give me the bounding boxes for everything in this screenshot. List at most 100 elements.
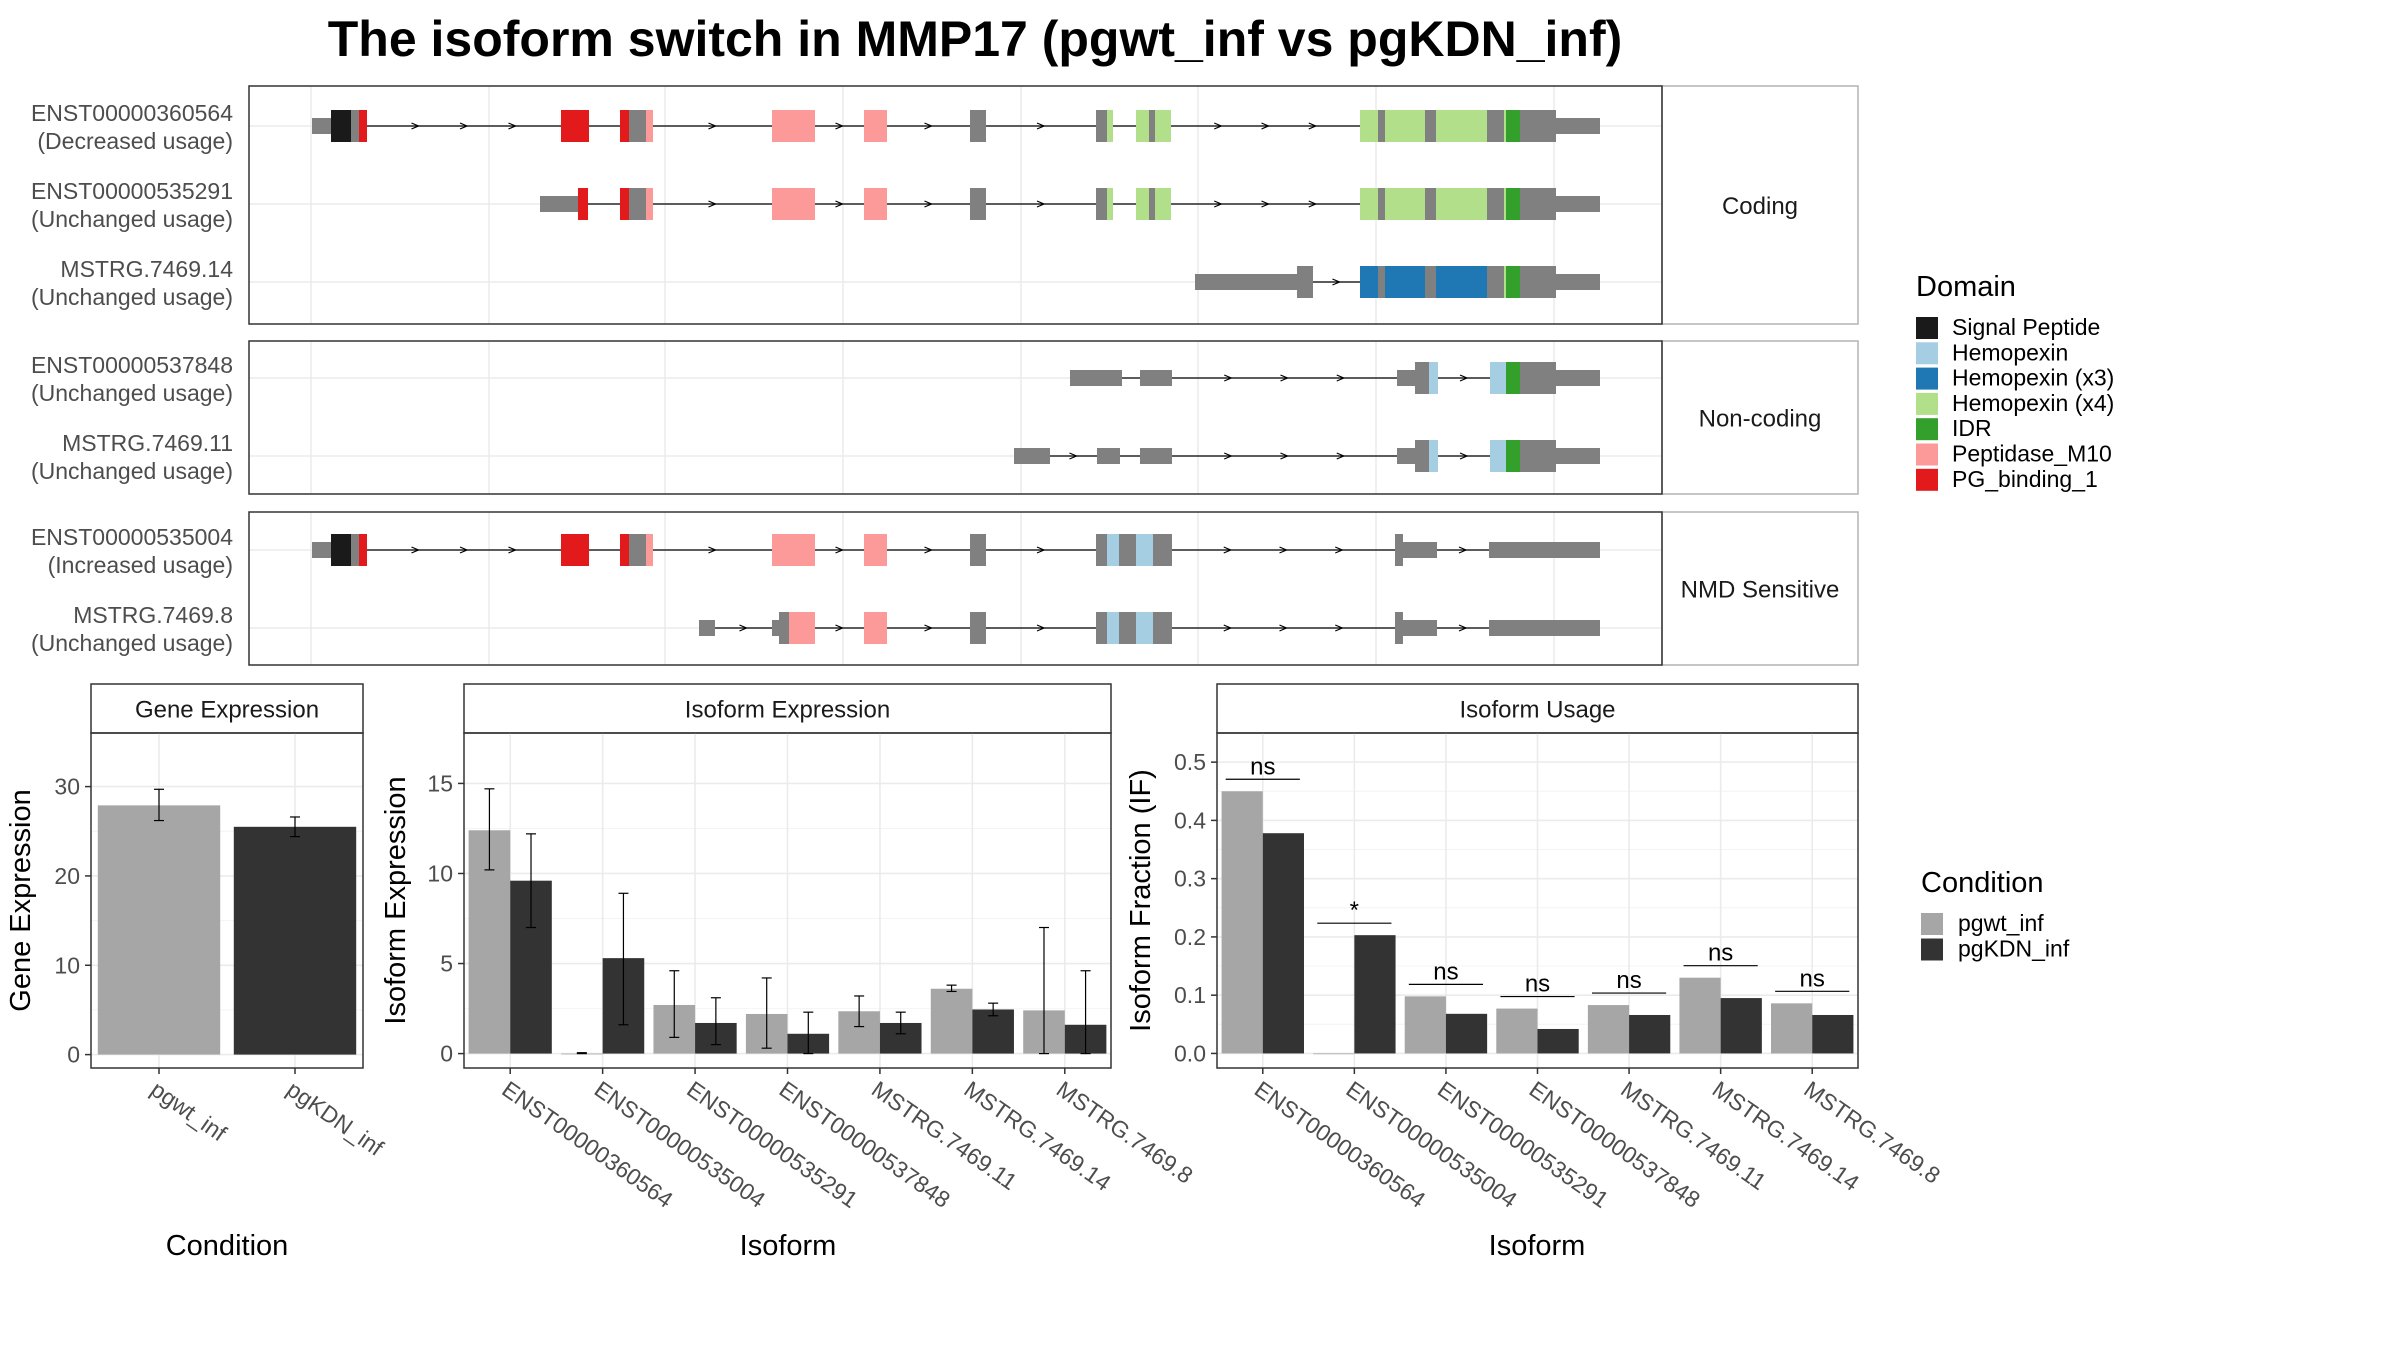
- bar: [972, 1009, 1014, 1054]
- y-tick-label: 10: [54, 952, 80, 978]
- y-tick-label: 0.0: [1174, 1040, 1206, 1066]
- intron-arrow: [1280, 374, 1290, 382]
- x-tick-label: ENST00000537848: [775, 1076, 955, 1213]
- exon-block: [1425, 188, 1436, 220]
- domain-legend-swatch: [1916, 443, 1938, 466]
- exon-block: [331, 110, 351, 142]
- intron-arrow: [459, 546, 469, 554]
- chart-title: Isoform Expression: [685, 697, 890, 724]
- exon-block: [1297, 266, 1313, 298]
- intron-arrow: [1459, 374, 1469, 382]
- domain-legend-label: Signal Peptide: [1952, 314, 2100, 340]
- transcript-id-label: MSTRG.7469.8: [73, 602, 233, 628]
- exon-block: [772, 534, 815, 566]
- exon-block: [1107, 612, 1119, 644]
- bar: [1812, 1014, 1854, 1054]
- exon-block: [629, 110, 646, 142]
- exon-block: [1155, 110, 1171, 142]
- y-axis-title: Isoform Fraction (IF): [1125, 769, 1157, 1032]
- exon-block: [1385, 266, 1425, 298]
- intron-arrow: [708, 546, 718, 554]
- exon-block: [970, 612, 986, 644]
- exon-block: [1149, 188, 1155, 220]
- intron-arrow: [411, 122, 421, 130]
- intron-arrow: [1036, 122, 1046, 130]
- y-axis-title: Gene Expression: [5, 789, 37, 1011]
- exon-block: [1395, 612, 1403, 644]
- exon-block: [1096, 612, 1107, 644]
- exon-block: [1140, 370, 1172, 386]
- exon-block: [1504, 266, 1506, 298]
- y-tick-label: 0: [67, 1042, 80, 1068]
- intron-arrow: [924, 624, 934, 632]
- y-tick-label: 0.2: [1174, 924, 1206, 950]
- exon-block: [1107, 534, 1119, 566]
- intron-arrow: [835, 122, 845, 130]
- exon-block: [646, 188, 653, 220]
- exon-block: [1436, 188, 1487, 220]
- exon-block: [1556, 370, 1600, 386]
- x-axis-title: Isoform: [740, 1230, 837, 1262]
- structure-panel-border: [248, 511, 1663, 666]
- exon-block: [1520, 188, 1556, 220]
- exon-block: [1489, 542, 1600, 558]
- exon-block: [1136, 188, 1149, 220]
- bar: [1720, 998, 1762, 1054]
- bar: [233, 826, 357, 1055]
- bar: [1404, 996, 1446, 1054]
- exon-block: [1556, 448, 1600, 464]
- transcript-model: [1195, 266, 1600, 298]
- bar: [1629, 1014, 1671, 1054]
- transcript-usage-label: (Unchanged usage): [31, 380, 233, 406]
- intron-arrow: [1458, 546, 1468, 554]
- exon-block: [1014, 448, 1050, 464]
- exon-block: [1520, 266, 1556, 298]
- y-tick-label: 30: [54, 774, 80, 800]
- exon-block: [312, 542, 331, 558]
- exon-block: [1385, 188, 1425, 220]
- structure-panel: NMD Sensitive: [249, 511, 1859, 666]
- chart-strip: [90, 683, 364, 734]
- exon-block: [312, 118, 331, 134]
- intron-arrow: [1335, 624, 1344, 632]
- transcript-model: [1014, 440, 1600, 472]
- exon-block: [1153, 612, 1172, 644]
- intron-arrow: [1279, 624, 1289, 632]
- figure-title: The isoform switch in MMP17 (pgwt_inf vs…: [328, 11, 1623, 67]
- intron-arrow: [835, 200, 845, 208]
- y-tick-label: 15: [427, 770, 453, 796]
- gene-expression-chart: Gene Expression 0 10 20 30 pgwt_inf pgKDN_inf C…: [5, 683, 389, 1262]
- y-tick-label: 20: [54, 863, 80, 889]
- transcript-usage-label: (Unchanged usage): [31, 630, 233, 656]
- exon-block: [864, 612, 887, 644]
- condition-legend-label: pgwt_inf: [1958, 910, 2044, 936]
- chart-title: Gene Expression: [135, 697, 319, 724]
- bar: [1537, 1028, 1579, 1054]
- y-axis-title: Isoform Expression: [380, 776, 412, 1024]
- exon-block: [1385, 110, 1425, 142]
- intron-arrow: [1036, 200, 1046, 208]
- bar: [1221, 791, 1263, 1054]
- domain-legend-label: Hemopexin (x3): [1952, 365, 2114, 391]
- intron-arrow: [1261, 200, 1271, 208]
- y-tick-label: 0: [440, 1041, 453, 1067]
- domain-legend-label: Hemopexin: [1952, 339, 2068, 365]
- intron-arrow: [1223, 546, 1233, 554]
- exon-block: [1490, 440, 1506, 472]
- y-tick-label: 0.4: [1174, 807, 1206, 833]
- exon-block: [1360, 188, 1378, 220]
- y-tick-label: 0.1: [1174, 982, 1206, 1008]
- domain-legend-swatch: [1916, 392, 1938, 415]
- transcript-structure-plot: Coding Non-coding NMD Sensitive ENST0000036…: [31, 85, 1859, 666]
- x-tick-label: ENST00000535291: [1433, 1076, 1613, 1213]
- exon-block: [1487, 110, 1504, 142]
- domain-legend-label: Peptidase_M10: [1952, 441, 2112, 467]
- exon-block: [1107, 110, 1113, 142]
- structure-strip: [1661, 340, 1859, 495]
- intron-arrow: [739, 624, 749, 632]
- exon-block: [359, 110, 367, 142]
- exon-block: [1378, 110, 1385, 142]
- intron-arrow: [924, 200, 934, 208]
- exon-block: [772, 110, 815, 142]
- exon-block: [359, 534, 367, 566]
